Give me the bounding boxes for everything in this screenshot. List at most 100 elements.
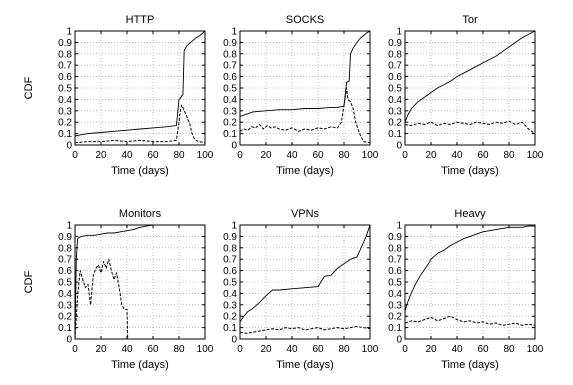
- y-tick-label: 0.8: [388, 243, 402, 254]
- y-tick-label: 0.8: [388, 49, 402, 60]
- y-tick-label: 0.2: [223, 118, 237, 129]
- x-tick-label: 40: [121, 344, 133, 355]
- y-tick-label: 0.4: [388, 289, 402, 300]
- x-tick-label: 80: [503, 150, 515, 161]
- y-tick-label: 0.1: [58, 129, 72, 140]
- y-tick-label: 0.9: [388, 232, 402, 243]
- series-dashed-line: [404, 315, 536, 326]
- x-tick-label: 80: [173, 344, 185, 355]
- y-tick-label: 0.6: [223, 72, 237, 83]
- y-tick-label: 0.7: [223, 61, 237, 72]
- x-tick-label: 80: [173, 150, 185, 161]
- series-solid-line: [74, 30, 206, 137]
- y-tick-label: 0.3: [388, 106, 402, 117]
- y-tick-label: 0.9: [58, 232, 72, 243]
- y-tick-label: 0.2: [58, 312, 72, 323]
- y-tick-label: 0.7: [58, 255, 72, 266]
- panel-socks: 00.10.20.30.40.50.60.70.80.91 0 20 40 60 80 10…: [223, 14, 379, 177]
- chart-title: VPNs: [291, 208, 320, 220]
- x-axis-label: Time (days): [276, 359, 334, 371]
- y-tick-label: 1: [66, 27, 72, 38]
- x-tick-label: 60: [147, 150, 159, 161]
- grid-monitors: [75, 225, 205, 339]
- x-tick-label: 80: [503, 344, 515, 355]
- y-axis-label: CDF: [23, 270, 35, 293]
- y-tick-label: 0.5: [223, 84, 237, 95]
- series-solid-line: [74, 224, 205, 340]
- x-tick-label: 0: [72, 150, 78, 161]
- x-tick-label: 40: [451, 344, 463, 355]
- series-solid-line: [239, 224, 371, 323]
- x-tick-label: 0: [72, 344, 78, 355]
- y-tick-label: 0.7: [388, 255, 402, 266]
- plot-frame: [239, 224, 371, 340]
- y-tick-label: 0.4: [58, 289, 72, 300]
- x-tick-label: 20: [260, 344, 272, 355]
- y-tick-label: 0.3: [223, 106, 237, 117]
- y-tick-label: 0.7: [388, 61, 402, 72]
- grid-heavy: [405, 225, 535, 339]
- y-tick-label: 0.3: [58, 106, 72, 117]
- x-tick-label: 60: [312, 344, 324, 355]
- x-tick-label: 20: [95, 150, 107, 161]
- y-tick-label: 0.5: [388, 278, 402, 289]
- y-tick-label: 0: [396, 141, 402, 152]
- y-tick-label: 0.6: [58, 266, 72, 277]
- y-tick-label: 0.2: [58, 118, 72, 129]
- y-tick-label: 0.5: [223, 278, 237, 289]
- x-tick-label: 60: [477, 344, 489, 355]
- y-tick-label: 1: [231, 27, 237, 38]
- y-tick-label: 0: [231, 335, 237, 346]
- x-tick-label: 20: [425, 150, 437, 161]
- series-dashed-line: [239, 87, 371, 144]
- x-tick-label: 20: [425, 344, 437, 355]
- x-tick-label: 0: [237, 344, 243, 355]
- y-tick-label: 0.9: [223, 38, 237, 49]
- plot-frame: [74, 224, 206, 340]
- y-tick-label: 0.2: [388, 312, 402, 323]
- y-tick-label: 1: [66, 221, 72, 232]
- series-dashed-line: [74, 104, 206, 144]
- y-tick-label: 0.1: [388, 129, 402, 140]
- panel-heavy: 00.10.20.30.40.50.60.70.80.91 0 20 40 60 80 10…: [388, 208, 544, 371]
- chart-title: Heavy: [454, 208, 486, 220]
- y-tick-label: 0.9: [58, 38, 72, 49]
- grid-vpns: [240, 225, 370, 339]
- x-tick-label: 0: [237, 150, 243, 161]
- x-tick-label: 80: [338, 150, 350, 161]
- x-tick-label: 60: [312, 150, 324, 161]
- x-axis-label: Time (days): [111, 359, 169, 371]
- x-axis-label: Time (days): [276, 165, 334, 177]
- x-tick-label: 40: [286, 150, 298, 161]
- y-tick-label: 1: [231, 221, 237, 232]
- x-axis-label: Time (days): [441, 359, 499, 371]
- y-tick-label: 1: [396, 221, 402, 232]
- x-tick-label: 0: [402, 344, 408, 355]
- x-tick-label: 40: [121, 150, 133, 161]
- y-tick-label: 0.5: [58, 278, 72, 289]
- y-tick-label: 0.8: [223, 243, 237, 254]
- y-tick-label: 0.1: [223, 323, 237, 334]
- x-tick-label: 100: [362, 344, 379, 355]
- x-tick-label: 40: [451, 150, 463, 161]
- y-tick-label: 0.5: [388, 84, 402, 95]
- y-tick-label: 0.8: [223, 49, 237, 60]
- series-solid-line: [404, 225, 535, 311]
- x-tick-label: 60: [147, 344, 159, 355]
- x-tick-label: 100: [362, 150, 379, 161]
- series-dashed-line: [74, 258, 205, 340]
- y-tick-label: 0: [66, 335, 72, 346]
- series-solid-line: [404, 30, 536, 123]
- plot-frame: [239, 30, 371, 146]
- chart-title: Monitors: [119, 208, 162, 220]
- panel-tor: 00.10.20.30.40.50.60.70.80.91 0 20 40 60 80 10…: [388, 14, 544, 177]
- plot-frame: [404, 30, 536, 146]
- panel-monitors: 00.10.20.30.40.50.60.70.80.91 0 20 40 60 80 10…: [23, 208, 214, 371]
- x-tick-label: 20: [95, 344, 107, 355]
- y-tick-label: 0.3: [223, 300, 237, 311]
- x-tick-label: 100: [197, 344, 214, 355]
- x-tick-label: 60: [477, 150, 489, 161]
- x-tick-label: 100: [197, 150, 214, 161]
- x-tick-label: 80: [338, 344, 350, 355]
- y-tick-label: 0.6: [58, 72, 72, 83]
